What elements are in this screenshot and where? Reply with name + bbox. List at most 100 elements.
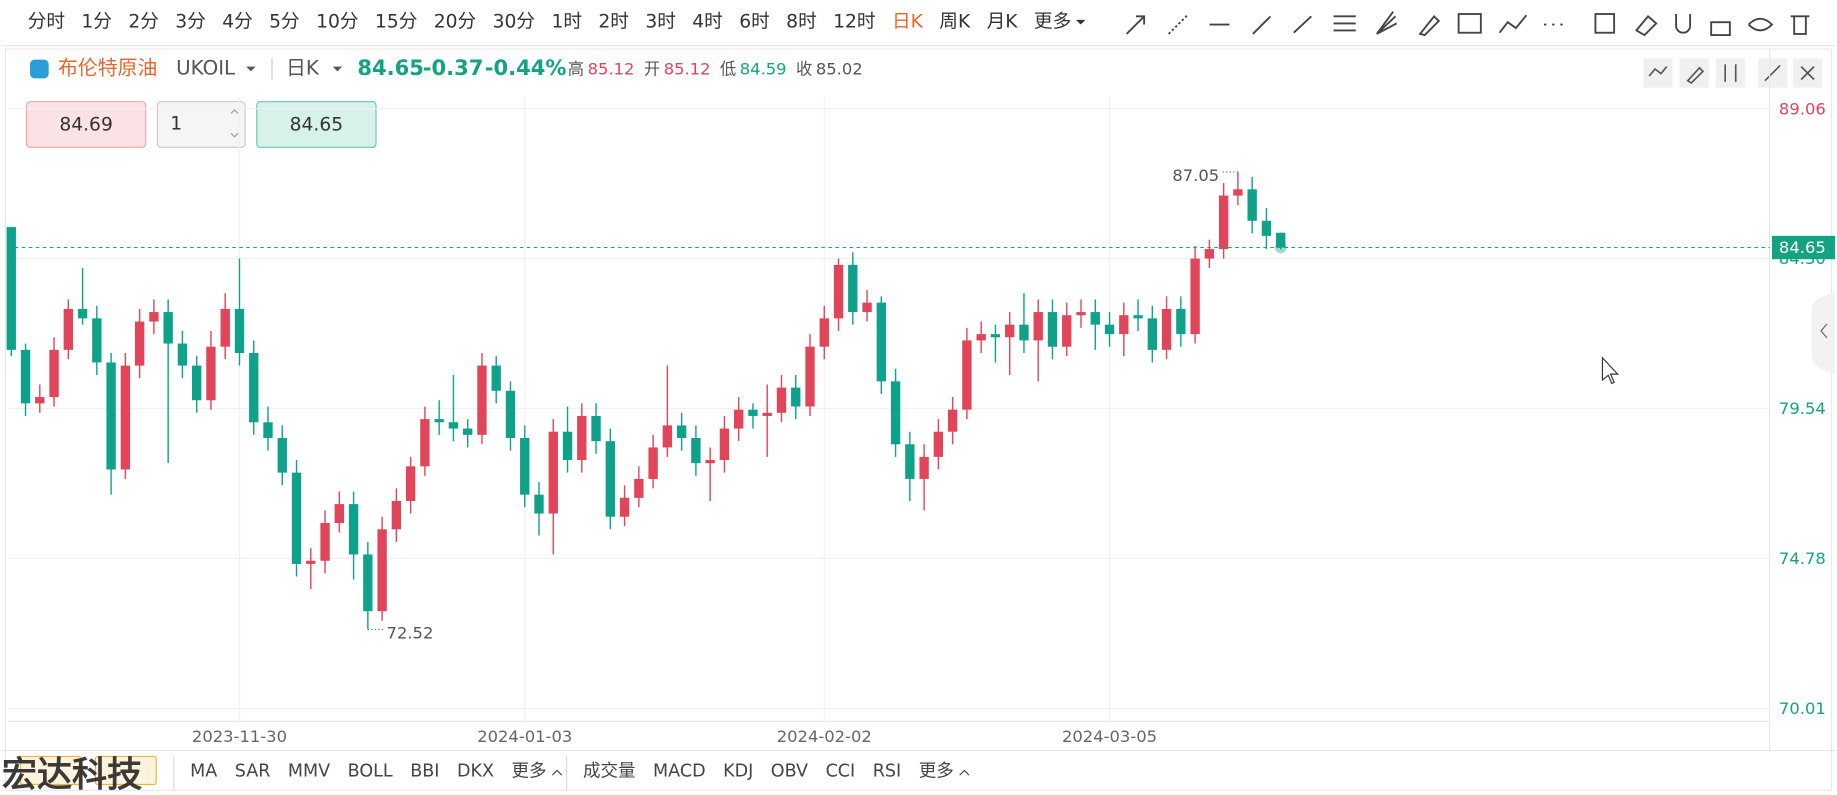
indicator[interactable]: BOLL: [348, 762, 393, 782]
indicator[interactable]: MMV: [288, 762, 330, 782]
candle-body: [134, 321, 145, 366]
more[interactable]: 更多: [1034, 12, 1071, 33]
candle-body: [334, 504, 344, 524]
candle-body: [591, 415, 601, 442]
candle-body: [20, 349, 31, 404]
candle-body: [6, 227, 16, 350]
interval[interactable]: 周K: [939, 12, 971, 33]
last-price-dot: [1274, 241, 1287, 254]
candle-body: [1119, 315, 1129, 335]
interval[interactable]: 1分: [81, 12, 112, 33]
indicator[interactable]: RSI: [873, 762, 901, 782]
drawing-tools[interactable]: [1125, 11, 1810, 37]
interval[interactable]: 4时: [692, 12, 723, 33]
candle-body: [434, 419, 444, 423]
interval[interactable]: 日K: [892, 12, 924, 33]
ask-button[interactable]: [256, 101, 377, 148]
candle-body: [705, 460, 715, 464]
candle-body: [491, 365, 501, 391]
candle-body: [719, 428, 730, 461]
interval[interactable]: 分时: [28, 12, 65, 33]
chart-frame: [4, 48, 1833, 791]
indicator[interactable]: 成交量: [583, 762, 636, 782]
plot: 89.0684.3079.5474.7870.012023-11-302024-…: [6, 49, 1836, 751]
candle-body: [962, 340, 972, 410]
caret-up: [551, 769, 563, 776]
indicators: MA SAR MMV BOLL BBI DKX 更多 成交量 MACD KDJ OBV CCI RSI 更…: [190, 762, 970, 782]
interval[interactable]: 2时: [598, 12, 629, 33]
candle-body: [791, 387, 801, 407]
ind-btn[interactable]: [94, 755, 157, 786]
candle-body: [933, 431, 944, 457]
indicator[interactable]: BBI: [410, 762, 439, 782]
spinner[interactable]: [230, 109, 239, 138]
candle-body: [348, 504, 359, 555]
watermark: 宏达科技: [2, 754, 142, 795]
interval[interactable]: 月K: [987, 12, 1019, 33]
interval[interactable]: 5分: [269, 12, 300, 33]
symbol-name: 布伦特原油: [58, 56, 157, 79]
interval[interactable]: 1时: [551, 12, 582, 33]
interval[interactable]: 8时: [786, 12, 817, 33]
indicator-more[interactable]: 更多: [512, 762, 547, 782]
interval[interactable]: 2分: [128, 12, 159, 33]
interval[interactable]: 12时: [833, 12, 875, 33]
period[interactable]: 日K: [286, 56, 320, 79]
interval[interactable]: 4分: [222, 12, 253, 33]
caret: [1076, 19, 1086, 25]
qty-input[interactable]: [156, 101, 246, 148]
candle-body: [391, 500, 402, 530]
candle-body: [762, 412, 772, 416]
candle-body: [1176, 308, 1186, 335]
candle-body: [919, 456, 929, 479]
candle-body: [320, 523, 330, 561]
indicator[interactable]: DKX: [457, 762, 494, 782]
bid-button[interactable]: [25, 101, 147, 148]
interval[interactable]: 15分: [375, 12, 417, 33]
candle-body: [1233, 189, 1243, 196]
indicator-more[interactable]: 更多: [919, 762, 954, 782]
bid-price: 84.69: [59, 115, 113, 136]
candle-body: [1033, 312, 1043, 341]
indicator[interactable]: OBV: [771, 762, 808, 782]
symbol-code[interactable]: UKOIL: [176, 56, 235, 79]
interval[interactable]: 20分: [434, 12, 476, 33]
ind-btn[interactable]: [20, 755, 82, 786]
indicator[interactable]: CCI: [826, 762, 856, 782]
interval[interactable]: 6时: [739, 12, 770, 33]
stat-value: 85.12: [664, 60, 711, 79]
candle-body: [1276, 232, 1286, 248]
candle-body: [1133, 315, 1143, 319]
candle-body: [1104, 324, 1115, 335]
candle-body: [905, 444, 915, 479]
chart-actions[interactable]: [1643, 58, 1823, 88]
interval[interactable]: 10分: [316, 12, 358, 33]
candle-body: [605, 441, 615, 517]
price: 84.65: [357, 55, 424, 80]
candle-body: [63, 308, 73, 350]
y-tick-label: 70.01: [1779, 699, 1826, 718]
indicator[interactable]: KDJ: [723, 762, 753, 782]
candle-body: [249, 352, 259, 423]
indicator[interactable]: MA: [190, 762, 217, 782]
candle-body: [1204, 249, 1215, 259]
candle-body: [548, 431, 558, 514]
candle-body: [377, 529, 387, 612]
candle-body: [848, 264, 858, 313]
interval[interactable]: 3时: [645, 12, 676, 33]
interval[interactable]: 3分: [175, 12, 206, 33]
candle-body: [562, 431, 573, 461]
candle-body: [947, 409, 958, 432]
candle-body: [805, 346, 815, 407]
x-tick-label: 2024-01-03: [477, 727, 572, 746]
candle-body: [990, 334, 1001, 338]
indicator[interactable]: SAR: [235, 762, 271, 782]
candle-body: [876, 302, 886, 382]
candle-body: [1019, 324, 1029, 341]
interval[interactable]: 30分: [493, 12, 535, 33]
candle-body: [648, 447, 658, 479]
indicator[interactable]: MACD: [653, 762, 706, 782]
stats: 高 85.12 开 85.12 低 84.59 收 85.02: [568, 60, 863, 79]
change: -0.37: [423, 55, 484, 80]
